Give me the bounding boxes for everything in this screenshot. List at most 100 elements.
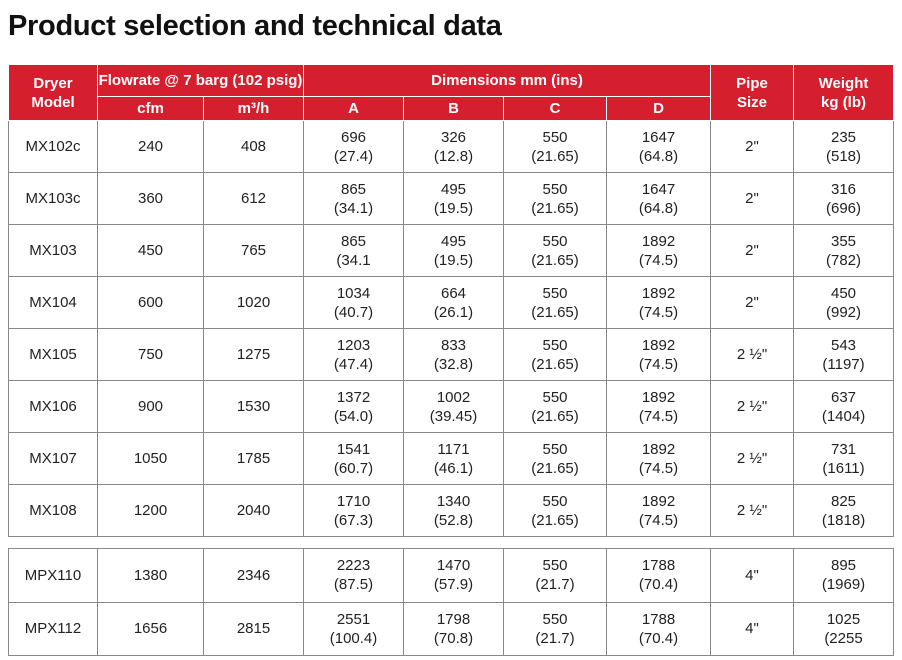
table-cell: 550 (21.65) bbox=[503, 432, 607, 485]
table-cell: 450 (992) bbox=[793, 276, 895, 329]
cell-line: (54.0) bbox=[333, 407, 374, 425]
cell-line: (21.65) bbox=[531, 303, 579, 321]
table-cell: 1200 bbox=[97, 484, 204, 537]
cell-line: kg (lb) bbox=[821, 93, 867, 111]
cell-line: (87.5) bbox=[333, 576, 374, 594]
cell-text: 765 bbox=[240, 242, 267, 259]
cell-line: (1197) bbox=[822, 355, 865, 373]
cell-text: MX103c bbox=[25, 190, 81, 207]
table-cell: 550 (21.65) bbox=[503, 276, 607, 329]
cell-line: (1611) bbox=[822, 459, 865, 477]
cell-text: 2 ½" bbox=[736, 450, 768, 467]
table-cell: 664 (26.1) bbox=[403, 276, 504, 329]
cell-line: (992) bbox=[826, 303, 862, 321]
cell-text: 1656 bbox=[133, 620, 168, 638]
cell-line: 731 bbox=[831, 440, 857, 458]
table-cell: 355 (782) bbox=[793, 224, 895, 277]
header-cell: Flowrate @ 7 barg (102 psig) bbox=[97, 64, 304, 97]
cell-line: 550 bbox=[542, 492, 568, 510]
cell-line: 1788 bbox=[641, 557, 676, 575]
table-cell: 1275 bbox=[203, 328, 304, 381]
table-cell: MX103 bbox=[8, 224, 98, 277]
cell-line: (40.7) bbox=[333, 303, 374, 321]
cell-text: 4" bbox=[745, 620, 759, 638]
cell-line: (74.5) bbox=[638, 459, 679, 477]
cell-line: (64.8) bbox=[638, 147, 679, 165]
cell-line: 1002 bbox=[436, 388, 471, 406]
cell-line: 550 bbox=[542, 232, 568, 250]
table-cell: 612 bbox=[203, 172, 304, 225]
cell-text: 2 ½" bbox=[736, 502, 768, 519]
cell-text: 450 bbox=[137, 242, 164, 259]
cell-line: (782) bbox=[826, 251, 862, 269]
cell-line: (46.1) bbox=[433, 459, 474, 477]
cell-line: (696) bbox=[826, 199, 862, 217]
table-cell: 2040 bbox=[203, 484, 304, 537]
table-cell: 1892 (74.5) bbox=[605, 484, 712, 537]
cell-text: 1380 bbox=[133, 566, 168, 584]
table-cell: 2" bbox=[710, 172, 795, 225]
table-cell: MX105 bbox=[8, 328, 98, 381]
table-cell: 1541 (60.7) bbox=[303, 432, 404, 485]
header-cell: m³/h bbox=[203, 96, 304, 121]
cell-line: 495 bbox=[440, 180, 467, 198]
cell-line: (67.3) bbox=[333, 511, 374, 529]
cell-line: (1818) bbox=[821, 511, 866, 529]
cell-line: Size bbox=[737, 93, 768, 111]
table-cell: 1710 (67.3) bbox=[303, 484, 404, 537]
table-row: MX108 1200 2040 1710 (67.3) 1340 (52.8) 550 (21.… bbox=[8, 484, 895, 537]
cell-text: 2" bbox=[745, 190, 759, 207]
table-cell: MX107 bbox=[8, 432, 98, 485]
cell-line: 235 bbox=[831, 128, 857, 146]
cell-line: 550 bbox=[542, 180, 568, 198]
cell-text: MX103 bbox=[29, 242, 77, 259]
header-cell: A bbox=[303, 96, 404, 121]
table-cell: 1203 (47.4) bbox=[303, 328, 404, 381]
cell-line: 550 bbox=[542, 284, 568, 302]
header-cell: Weight kg (lb) bbox=[793, 64, 895, 121]
cell-line: (34.1 bbox=[336, 251, 371, 269]
table-cell: 895 (1969) bbox=[793, 548, 894, 603]
cell-text: MX107 bbox=[29, 450, 77, 467]
cell-line: 1647 bbox=[641, 128, 676, 146]
header-cell: B bbox=[403, 96, 504, 121]
cell-line: (74.5) bbox=[638, 251, 679, 269]
table-cell: 1647 (64.8) bbox=[605, 172, 712, 225]
table-cell: 550 (21.65) bbox=[503, 172, 607, 225]
cell-text: 1785 bbox=[236, 450, 271, 467]
table-cell: 750 bbox=[97, 328, 204, 381]
cell-line: 1892 bbox=[641, 440, 676, 458]
cell-line: 1171 bbox=[437, 440, 470, 458]
cell-line: 1647 bbox=[641, 180, 676, 198]
table-cell: 240 bbox=[97, 120, 204, 173]
header-cell: cfm bbox=[97, 96, 204, 121]
cell-text: MPX112 bbox=[24, 620, 82, 638]
table-cell: 316 (696) bbox=[793, 172, 895, 225]
table-cell: 1788 (70.4) bbox=[606, 601, 711, 656]
table-cell: 1380 bbox=[97, 548, 204, 603]
cell-text: 2040 bbox=[236, 502, 271, 519]
cell-line: 637 bbox=[831, 388, 857, 406]
table-cell: 2 ½" bbox=[710, 432, 795, 485]
cell-line: 1203 bbox=[336, 336, 371, 354]
cell-line: 1892 bbox=[641, 492, 676, 510]
cell-line: 1892 bbox=[641, 284, 676, 302]
table-cell: 1892 (74.5) bbox=[605, 432, 712, 485]
table-cell: 1034 (40.7) bbox=[303, 276, 404, 329]
cell-line: 664 bbox=[440, 284, 467, 302]
cell-line: 550 bbox=[542, 557, 568, 575]
cell-line: (12.8) bbox=[433, 147, 474, 165]
table-cell: 1892 (74.5) bbox=[605, 276, 712, 329]
table-cell: 550 (21.65) bbox=[503, 120, 607, 173]
table-cell: 765 bbox=[203, 224, 304, 277]
cell-line: 450 bbox=[831, 284, 857, 302]
cell-text: 4" bbox=[745, 566, 759, 584]
cell-line: 1541 bbox=[336, 440, 371, 458]
table-cell: 1892 (74.5) bbox=[605, 328, 712, 381]
cell-line: (70.4) bbox=[638, 576, 679, 594]
table-cell: 2346 bbox=[203, 548, 304, 603]
cell-line: (57.9) bbox=[433, 576, 474, 594]
table-cell: 1020 bbox=[203, 276, 304, 329]
table-cell: MX108 bbox=[8, 484, 98, 537]
cell-line: (518) bbox=[826, 147, 862, 165]
